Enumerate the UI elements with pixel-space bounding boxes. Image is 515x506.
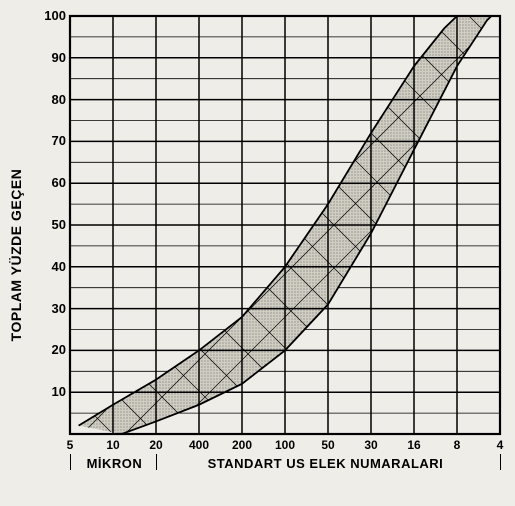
y-tick-label: 30 (34, 301, 66, 316)
chart-svg (0, 0, 515, 506)
y-tick-label: 90 (34, 50, 66, 65)
x-tick-label: 200 (232, 438, 252, 452)
x-tick-label: 10 (106, 438, 119, 452)
x-tick-label: 30 (364, 438, 377, 452)
x-tick-label: 5 (67, 438, 74, 452)
y-tick-label: 50 (34, 217, 66, 232)
y-tick-label: 20 (34, 342, 66, 357)
chart-container: { "chart": { "type": "area-band", "plot"… (0, 0, 515, 506)
x-tick-label: 400 (189, 438, 209, 452)
x-tick-label: 4 (497, 438, 504, 452)
y-tick-label: 80 (34, 92, 66, 107)
x-tick-label: 50 (321, 438, 334, 452)
y-tick-label: 100 (34, 8, 66, 23)
y-axis-label: TOPLAM YÜZDE GEÇEN (8, 169, 24, 342)
x-axis-label: STANDART US ELEK NUMARALARI (208, 456, 444, 471)
axis-separator (500, 454, 501, 470)
axis-separator (70, 454, 71, 470)
y-tick-label: 70 (34, 133, 66, 148)
y-tick-label: 10 (34, 384, 66, 399)
x-tick-label: 20 (149, 438, 162, 452)
x-tick-label: 16 (407, 438, 420, 452)
axis-separator (156, 454, 157, 470)
y-tick-label: 60 (34, 175, 66, 190)
y-tick-label: 40 (34, 259, 66, 274)
x-tick-label: 100 (275, 438, 295, 452)
x-tick-label: 8 (454, 438, 461, 452)
micron-label: MİKRON (87, 456, 143, 471)
